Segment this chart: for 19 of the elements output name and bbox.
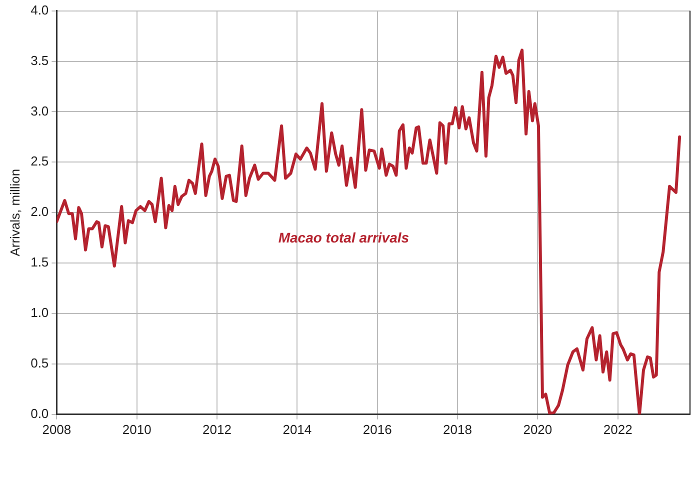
x-tick-label: 2008 [42, 422, 72, 437]
y-tick-label: 1.0 [30, 305, 49, 320]
x-tick-label: 2010 [122, 422, 152, 437]
y-tick-label: 4.0 [30, 2, 49, 18]
y-tick-label: 1.5 [30, 254, 49, 270]
y-tick-label: 3.0 [30, 103, 49, 118]
text: Macao total arrivals [278, 230, 410, 246]
x-tick-label: 2020 [523, 422, 552, 437]
y-tick-label: 0.0 [30, 406, 49, 421]
y-tick-label: 0.5 [30, 356, 49, 371]
y-tick-label: 2.0 [30, 204, 49, 220]
x-tick-label: 2016 [362, 422, 392, 437]
y-tick-label: 3.5 [30, 52, 49, 68]
x-tick-label: 2014 [282, 422, 312, 437]
y-axis-title: Arrivals, million [7, 168, 22, 256]
x-tick-label: 2012 [202, 422, 232, 437]
y-tick-label: 2.5 [30, 154, 49, 169]
x-tick-label: 2022 [603, 422, 632, 437]
x-tick-label: 2018 [443, 422, 472, 437]
